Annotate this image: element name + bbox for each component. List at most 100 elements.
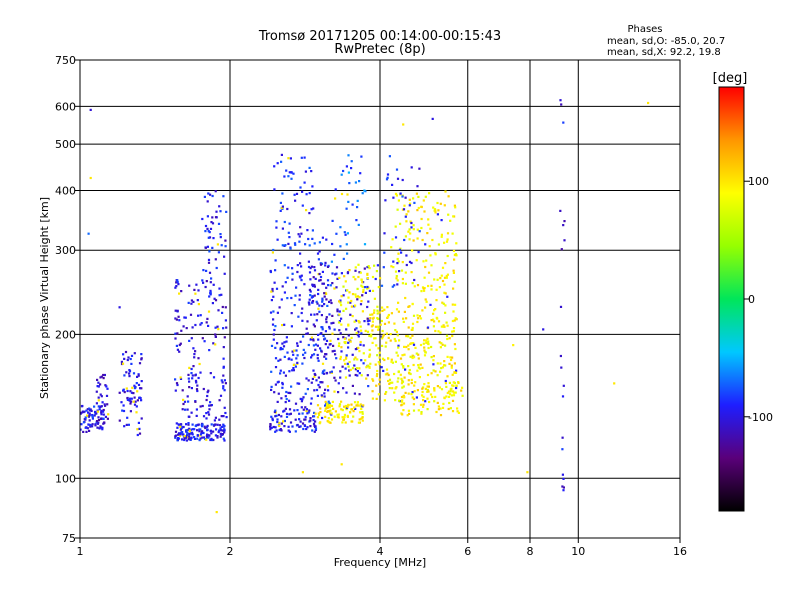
data-point xyxy=(432,369,435,372)
data-point xyxy=(438,286,441,289)
data-point xyxy=(335,232,338,235)
data-point xyxy=(85,409,88,412)
data-point xyxy=(331,282,334,285)
data-point xyxy=(446,391,449,395)
data-point xyxy=(289,247,292,250)
data-point xyxy=(214,258,217,261)
data-point xyxy=(430,288,433,291)
stats-line-o: mean, sd,O: -85.0, 20.7 xyxy=(607,36,725,47)
data-point xyxy=(416,314,419,317)
data-point xyxy=(405,345,408,349)
data-point xyxy=(194,379,198,382)
data-point xyxy=(197,303,200,306)
data-point xyxy=(404,215,407,218)
data-point xyxy=(452,381,455,384)
data-point xyxy=(276,400,279,403)
data-point xyxy=(342,285,345,288)
data-point xyxy=(353,392,356,395)
data-point xyxy=(442,402,445,405)
chart-title: Tromsø 20171205 00:14:00-00:15:43 xyxy=(258,29,501,44)
data-point xyxy=(288,399,291,402)
data-point xyxy=(213,297,216,300)
data-point xyxy=(395,330,398,333)
data-point xyxy=(444,364,447,367)
data-point xyxy=(301,412,304,415)
data-point xyxy=(353,358,356,361)
data-point xyxy=(433,387,436,390)
data-point xyxy=(344,404,348,408)
data-point xyxy=(409,355,412,358)
data-point xyxy=(287,266,290,269)
data-point xyxy=(360,329,363,332)
data-point xyxy=(310,301,313,304)
data-point xyxy=(122,388,125,391)
data-point xyxy=(272,425,275,429)
data-point xyxy=(270,344,274,347)
data-point xyxy=(186,431,189,434)
data-point xyxy=(212,376,216,379)
data-point xyxy=(325,357,328,360)
data-point xyxy=(210,221,213,224)
data-point xyxy=(386,306,389,309)
data-point xyxy=(316,302,319,305)
data-point xyxy=(79,428,82,431)
data-point xyxy=(342,257,345,260)
data-point xyxy=(396,279,399,282)
data-point xyxy=(307,343,310,347)
data-point xyxy=(360,407,363,410)
data-point xyxy=(307,265,311,269)
data-point xyxy=(208,250,211,253)
data-point xyxy=(441,406,445,409)
data-point xyxy=(178,350,181,353)
data-point xyxy=(293,409,296,412)
data-point xyxy=(299,425,302,428)
data-point xyxy=(411,356,414,360)
data-point xyxy=(390,358,393,361)
data-point xyxy=(294,199,297,202)
data-point xyxy=(97,396,100,399)
data-point xyxy=(386,372,389,375)
data-point xyxy=(218,205,221,208)
data-point xyxy=(352,410,355,413)
data-point xyxy=(205,412,208,415)
data-point xyxy=(410,226,413,229)
data-point xyxy=(394,270,398,273)
data-point xyxy=(326,265,330,268)
data-point xyxy=(559,354,562,358)
data-point xyxy=(298,425,301,428)
data-point xyxy=(371,320,374,323)
data-point xyxy=(362,362,365,365)
data-point xyxy=(221,305,224,309)
data-point xyxy=(205,417,208,420)
data-point xyxy=(323,395,326,398)
data-point xyxy=(204,285,207,289)
data-point xyxy=(324,388,327,391)
data-point xyxy=(412,197,415,200)
data-point xyxy=(329,421,332,424)
x-tick-label: 16 xyxy=(673,545,687,558)
data-point xyxy=(377,347,380,350)
data-point xyxy=(94,423,97,426)
data-point xyxy=(218,429,221,432)
data-point xyxy=(140,387,143,390)
data-point xyxy=(279,346,282,350)
data-point xyxy=(436,213,439,216)
data-point xyxy=(398,339,401,342)
data-point xyxy=(357,275,360,279)
data-point xyxy=(301,471,304,474)
data-point xyxy=(186,408,189,411)
data-point xyxy=(366,272,369,275)
data-point xyxy=(199,433,203,436)
data-point xyxy=(375,344,378,347)
data-point xyxy=(323,295,326,298)
data-point xyxy=(415,396,418,399)
data-point xyxy=(386,316,389,319)
data-point xyxy=(216,423,219,426)
data-point xyxy=(140,417,143,420)
data-point xyxy=(176,279,179,282)
data-point xyxy=(382,369,385,372)
data-point xyxy=(404,391,407,394)
data-point xyxy=(82,421,85,424)
data-point xyxy=(187,438,191,441)
data-point xyxy=(275,414,278,417)
